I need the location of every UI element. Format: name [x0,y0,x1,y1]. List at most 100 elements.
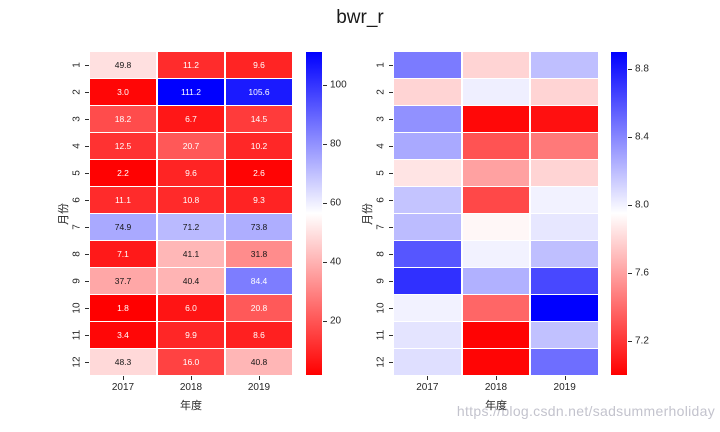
heatmap-cell: 20.7 [158,133,224,159]
y-tick-label: 10 [71,302,83,314]
y-tick-label: 7 [375,224,387,230]
heatmap-cell [531,241,598,267]
heatmap-cell [531,268,598,294]
y-tickmark [85,335,89,337]
heatmap-cell: 9.6 [158,160,224,186]
heatmap-cell [394,133,461,159]
heatmap-cell: 37.7 [90,268,156,294]
heatmap-right [394,52,598,375]
axis-label-x: 年度 [180,400,202,412]
cell-annotation: 6.0 [185,302,197,313]
heatmap-cell: 14.5 [226,106,292,132]
heatmap-cell: 1.8 [90,295,156,321]
heatmap-cell [462,187,530,213]
heatmap-cell: 6.0 [158,295,224,321]
heatmap-cell [531,187,598,213]
y-tick-label: 10 [375,302,387,314]
x-tickmark [496,376,497,380]
colorbar [611,52,627,375]
y-tick-label: 2 [375,89,387,95]
heatmap-cell: 84.4 [226,268,292,294]
colorbar-tick-label: 20 [330,315,342,327]
colorbar-tickmark [628,137,632,138]
y-tickmark [389,308,393,310]
heatmap-cell: 74.9 [90,214,156,240]
heatmap-cell [462,133,530,159]
y-tickmark [85,254,89,256]
heatmap-cell: 105.6 [226,79,292,105]
cell-annotation: 20.8 [250,302,268,313]
y-tick-label: 1 [375,61,387,68]
heatmap-cell [462,106,530,132]
x-tick-label: 2017 [416,382,439,393]
cell-annotation: 2.6 [253,167,265,178]
y-tick-label: 1 [71,61,83,68]
heatmap-cell [462,349,530,375]
y-tick-label: 3 [71,116,83,122]
heatmap-cell: 11.1 [90,187,156,213]
y-tick-label: 8 [375,251,387,257]
y-tick-label: 12 [71,356,83,368]
y-tickmark [389,335,393,337]
heatmap-cell: 31.8 [226,241,292,267]
y-tick-label: 3 [375,116,387,122]
colorbar-tick-label: 8.0 [635,199,649,211]
heatmap-cell [531,214,598,240]
heatmap-cell: 40.8 [226,349,292,375]
heatmap-cell [462,295,530,321]
x-tickmark [259,376,260,380]
axis-label-x: 年度 [485,400,507,412]
y-tick-label: 4 [375,143,387,149]
x-tick-label: 2018 [484,382,508,393]
heatmap-cell [394,106,461,132]
heatmap-cell: 9.6 [226,52,292,78]
heatmap-cell [462,322,530,348]
colorbar-tick-label: 60 [330,197,342,209]
y-tick-label: 7 [71,224,83,230]
heatmap-cell [531,349,598,375]
colorbar-tick-label: 7.6 [635,267,649,279]
y-tickmark [389,281,393,283]
cell-annotation: 74.9 [114,221,132,232]
x-tickmark [123,376,124,380]
heatmap-cell [394,79,461,105]
y-tickmark [85,172,89,174]
heatmap-cell [394,295,461,321]
heatmap-cell: 49.8 [90,52,156,78]
heatmap-cell [531,160,598,186]
heatmap-cell [531,79,598,105]
heatmap-cell: 2.2 [90,160,156,186]
x-tickmark [427,376,429,380]
heatmap-cell: 18.2 [90,106,156,132]
heatmap-cell: 41.1 [158,241,224,267]
y-tick-label: 6 [71,197,83,203]
heatmap-cell [462,52,530,78]
y-tickmark [389,118,393,120]
x-tickmark [191,376,192,380]
x-tick-label: 2017 [111,382,135,393]
heatmap-cell: 48.3 [90,349,156,375]
axis-label-y: 月份 [58,202,70,225]
y-tick-label: 12 [375,356,387,368]
cell-annotation: 6.7 [185,113,197,124]
cell-annotation: 11.2 [183,59,199,70]
y-tickmark [85,145,89,147]
cell-annotation: 11.1 [115,194,131,205]
y-tick-label: 4 [71,143,83,149]
x-tick-label: 2019 [553,382,576,393]
heatmap-cell: 20.8 [226,295,292,321]
heatmap-cell: 40.4 [158,268,224,294]
cell-annotation: 71.2 [182,221,200,232]
colorbar-tickmark [323,262,327,264]
heatmap-cell [462,268,530,294]
y-tickmark [85,227,89,229]
heatmap-cell: 3.0 [90,79,156,105]
heatmap-cell: 11.2 [158,52,224,78]
colorbar-tickmark [628,205,632,206]
cell-annotation: 48.3 [114,356,132,367]
y-tickmark [389,199,393,201]
cell-annotation: 73.8 [250,221,268,232]
y-tickmark [85,64,89,66]
y-tickmark [389,254,393,256]
